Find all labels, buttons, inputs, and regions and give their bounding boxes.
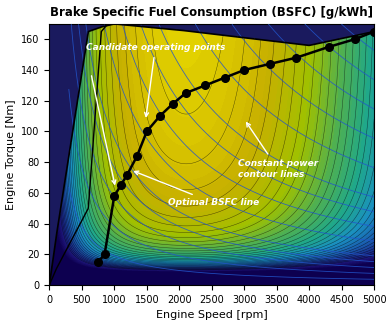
- Text: Constant power
contour lines: Constant power contour lines: [238, 123, 318, 179]
- Y-axis label: Engine Torque [Nm]: Engine Torque [Nm]: [5, 99, 16, 210]
- Text: Optimal BSFC line: Optimal BSFC line: [134, 171, 259, 207]
- X-axis label: Engine Speed [rpm]: Engine Speed [rpm]: [156, 310, 268, 320]
- Title: Brake Specific Fuel Consumption (BSFC) [g/kWh]: Brake Specific Fuel Consumption (BSFC) […: [50, 6, 373, 19]
- Text: Candidate operating points: Candidate operating points: [86, 43, 225, 116]
